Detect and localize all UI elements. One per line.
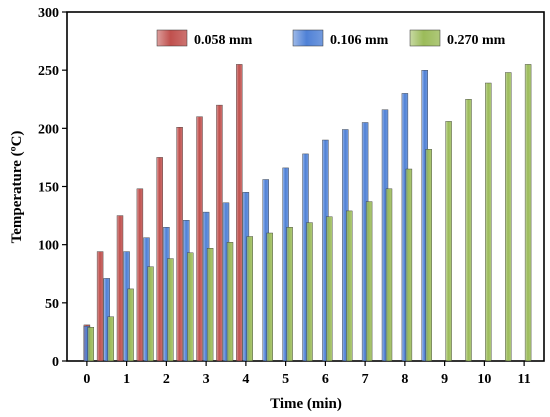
x-tick-label-8: 8	[401, 372, 408, 387]
legend-swatch-0-058-mm	[156, 29, 188, 47]
x-tick-label-6: 6	[322, 372, 329, 387]
bar-0-270-mm-17	[425, 149, 432, 362]
bar-0-270-mm-0	[87, 327, 95, 362]
bar-0-270-mm-2	[127, 288, 134, 362]
bar-0-058-mm-1	[96, 251, 104, 362]
x-tick-label-3: 3	[203, 372, 210, 387]
y-tick-label-50: 50	[45, 297, 59, 312]
y-tick-label-200: 200	[38, 122, 59, 137]
bar-0-270-mm-13	[346, 210, 353, 362]
bar-0-270-mm-3	[147, 266, 154, 362]
x-tick-label-2: 2	[163, 372, 170, 387]
bar-0-058-mm-5	[176, 126, 183, 362]
y-tick-label-150: 150	[38, 181, 59, 196]
x-tick-label-5: 5	[282, 372, 289, 387]
y-tick-label-100: 100	[38, 239, 59, 254]
bars-layer	[83, 64, 532, 362]
bar-0-270-mm-16	[405, 168, 413, 362]
legend-swatch-0-106-mm	[292, 29, 324, 47]
bar-0-270-mm-15	[385, 188, 393, 362]
legend-label-0-106-mm: 0.106 mm	[330, 33, 389, 48]
bar-0-270-mm-19	[465, 99, 472, 362]
x-tick-label-9: 9	[441, 372, 448, 387]
y-tick-label-300: 300	[38, 6, 59, 21]
y-axis-title: Temperature (ºC)	[9, 131, 25, 244]
bar-0-270-mm-21	[505, 72, 512, 362]
x-tick-label-7: 7	[362, 372, 369, 387]
legend-label-0-270-mm: 0.270 mm	[447, 33, 506, 48]
bar-0-058-mm-7	[216, 104, 223, 362]
x-tick-label-10: 10	[477, 372, 491, 387]
y-axis-ticks: 0 50 100 150 200 250 300	[38, 6, 67, 370]
legend: 0.058 mm 0.106 mm 0.270 mm	[156, 29, 506, 48]
bar-0-270-mm-4	[167, 258, 174, 362]
bar-0-270-mm-7	[226, 242, 234, 362]
bar-0-270-mm-5	[186, 252, 194, 362]
bar-0-270-mm-14	[365, 201, 373, 362]
bar-0-058-mm-4	[156, 157, 163, 362]
x-axis-ticks: 0 1 2 3 4 5 6 7 8 9 10 11	[83, 361, 531, 387]
bar-0-270-mm-22	[524, 64, 532, 362]
bar-0-058-mm-6	[196, 116, 203, 362]
x-tick-label-11: 11	[518, 372, 531, 387]
bar-0-270-mm-9	[266, 232, 273, 362]
x-tick-label-4: 4	[242, 372, 249, 387]
bar-0-058-mm-3	[136, 188, 144, 362]
bar-0-270-mm-18	[445, 121, 452, 362]
y-tick-label-250: 250	[38, 64, 59, 79]
bar-0-270-mm-1	[107, 316, 114, 362]
bar-0-058-mm-8	[235, 64, 243, 362]
bar-0-270-mm-6	[206, 247, 214, 362]
bar-0-270-mm-12	[326, 216, 333, 362]
legend-label-0-058-mm: 0.058 mm	[194, 33, 253, 48]
bar-0-270-mm-8	[246, 236, 254, 362]
y-tick-label-0: 0	[52, 355, 59, 370]
bar-0-270-mm-20	[485, 82, 492, 362]
bar-0-270-mm-11	[306, 222, 313, 362]
legend-swatch-0-270-mm	[409, 29, 441, 47]
bar-0-058-mm-2	[116, 215, 124, 362]
x-tick-label-0: 0	[83, 372, 90, 387]
x-tick-label-1: 1	[123, 372, 130, 387]
x-axis-title: Time (min)	[270, 396, 342, 412]
bar-0-270-mm-10	[286, 226, 293, 362]
